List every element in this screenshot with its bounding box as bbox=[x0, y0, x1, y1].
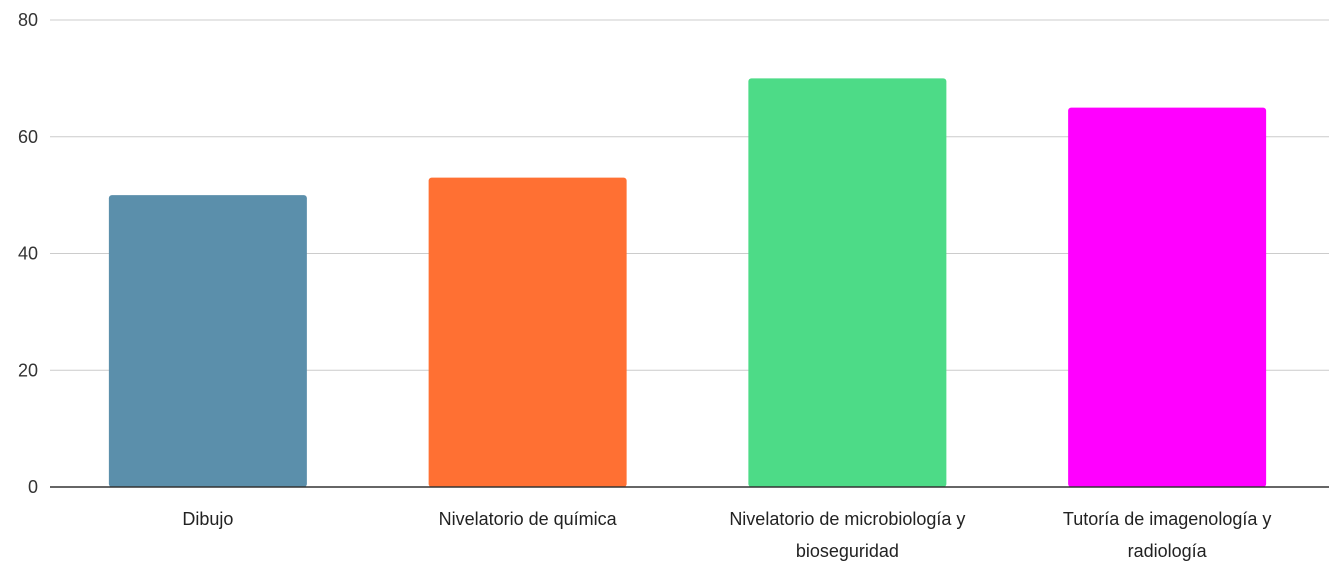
y-tick-label: 20 bbox=[18, 360, 38, 380]
y-axis-ticks: 0 20 40 60 80 bbox=[18, 10, 38, 497]
x-category-label: Nivelatorio de química bbox=[439, 509, 618, 529]
x-axis-labels: Dibujo Nivelatorio de química Nivelatorio … bbox=[182, 509, 1271, 561]
x-category-label-line: bioseguridad bbox=[796, 541, 899, 561]
bars bbox=[109, 78, 1266, 487]
y-tick-label: 0 bbox=[28, 477, 38, 497]
y-tick-label: 60 bbox=[18, 127, 38, 147]
bar-2 bbox=[748, 78, 946, 487]
bar-0 bbox=[109, 195, 307, 487]
x-category-label-line: Nivelatorio de química bbox=[439, 509, 618, 529]
x-category-label: Dibujo bbox=[182, 509, 233, 529]
y-tick-label: 80 bbox=[18, 10, 38, 30]
x-category-label-line: Nivelatorio de microbiología y bbox=[729, 509, 965, 529]
y-tick-label: 40 bbox=[18, 244, 38, 264]
x-category-label: Tutoría de imagenología y radiología bbox=[1063, 509, 1271, 561]
bar-3 bbox=[1068, 108, 1266, 487]
x-category-label-line: radiología bbox=[1128, 541, 1208, 561]
x-category-label-line: Dibujo bbox=[182, 509, 233, 529]
x-category-label: Nivelatorio de microbiología y biosegurid… bbox=[729, 509, 965, 561]
bar-1 bbox=[429, 178, 627, 487]
x-category-label-line: Tutoría de imagenología y bbox=[1063, 509, 1271, 529]
